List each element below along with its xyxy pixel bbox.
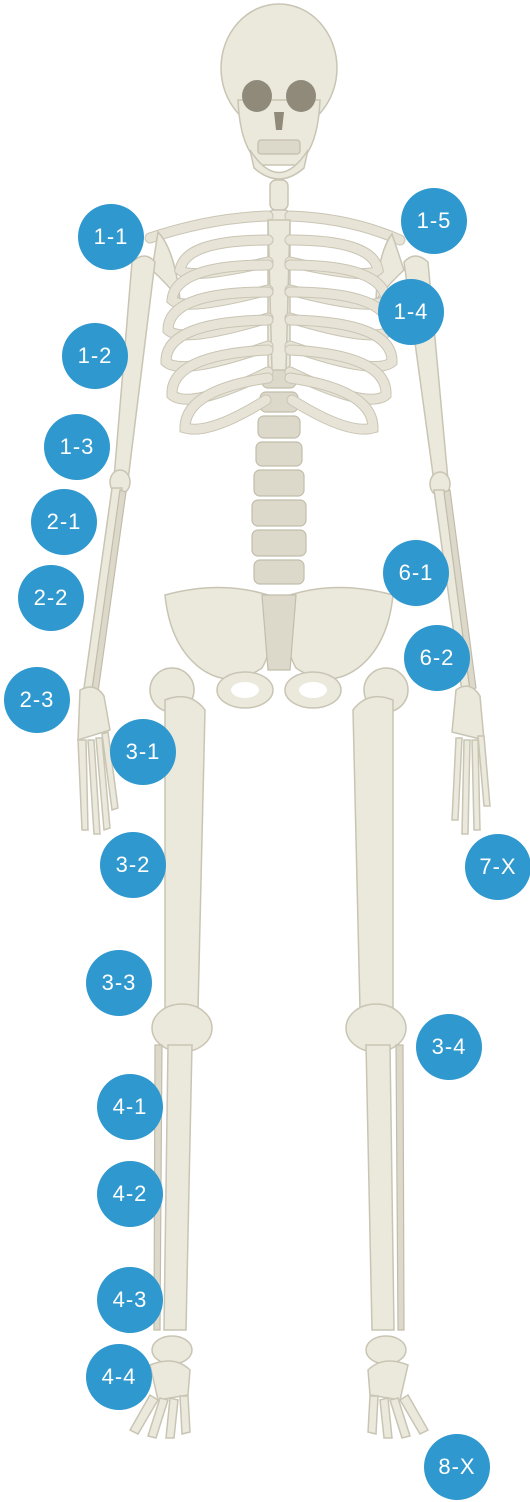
left-leg — [128, 667, 213, 1439]
marker-7-x[interactable]: 7-X — [465, 834, 530, 900]
marker-label: 3-2 — [115, 852, 151, 877]
marker-label: 1-4 — [393, 299, 429, 324]
pelvis — [164, 586, 394, 709]
marker-4-3[interactable]: 4-3 — [97, 1267, 163, 1333]
marker-label: 1-5 — [416, 208, 452, 233]
marker-label: 6-2 — [419, 645, 455, 670]
skull — [220, 3, 338, 180]
marker-8-x[interactable]: 8-X — [424, 1434, 490, 1500]
marker-label: 4-1 — [112, 1094, 148, 1119]
ribcage — [160, 219, 398, 435]
marker-2-1[interactable]: 2-1 — [31, 489, 97, 555]
marker-2-3[interactable]: 2-3 — [4, 667, 70, 733]
marker-label: 6-1 — [398, 560, 434, 585]
left-arm — [77, 255, 156, 835]
marker-1-2[interactable]: 1-2 — [62, 323, 128, 389]
marker-label: 1-3 — [59, 434, 95, 459]
marker-3-1[interactable]: 3-1 — [110, 719, 176, 785]
marker-1-5[interactable]: 1-5 — [401, 188, 467, 254]
marker-label: 3-4 — [431, 1034, 467, 1059]
marker-1-1[interactable]: 1-1 — [78, 204, 144, 270]
marker-3-4[interactable]: 3-4 — [416, 1014, 482, 1080]
marker-label: 4-3 — [112, 1287, 148, 1312]
marker-label: 3-3 — [101, 970, 137, 995]
marker-label: 2-2 — [33, 585, 69, 610]
marker-3-2[interactable]: 3-2 — [100, 832, 166, 898]
marker-1-4[interactable]: 1-4 — [378, 279, 444, 345]
marker-label: 4-4 — [101, 1364, 137, 1389]
marker-label: 3-1 — [125, 739, 161, 764]
marker-label: 8-X — [438, 1454, 476, 1479]
marker-1-3[interactable]: 1-3 — [44, 414, 110, 480]
marker-6-1[interactable]: 6-1 — [383, 540, 449, 606]
marker-3-3[interactable]: 3-3 — [86, 950, 152, 1016]
marker-label: 7-X — [479, 854, 517, 879]
marker-label: 1-2 — [77, 343, 113, 368]
marker-4-2[interactable]: 4-2 — [97, 1161, 163, 1227]
marker-2-2[interactable]: 2-2 — [18, 565, 84, 631]
marker-label: 1-1 — [93, 224, 129, 249]
marker-4-1[interactable]: 4-1 — [97, 1074, 163, 1140]
marker-4-4[interactable]: 4-4 — [86, 1344, 152, 1410]
right-leg — [345, 667, 430, 1439]
marker-label: 2-3 — [19, 687, 55, 712]
marker-label: 2-1 — [46, 509, 82, 534]
marker-label: 4-2 — [112, 1181, 148, 1206]
marker-6-2[interactable]: 6-2 — [404, 625, 470, 691]
